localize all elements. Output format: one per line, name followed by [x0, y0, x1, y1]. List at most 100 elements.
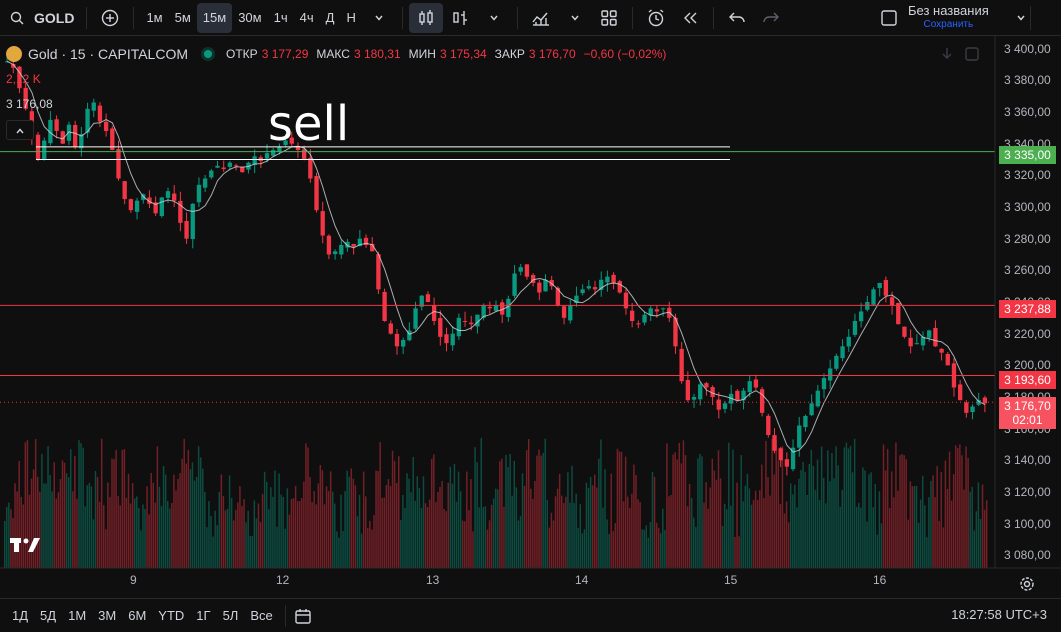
range-3m[interactable]: 3М: [98, 608, 117, 623]
settings-gear-icon[interactable]: [1018, 575, 1036, 593]
interval-1m[interactable]: 1м: [146, 10, 163, 25]
volume-bar: [383, 497, 386, 568]
volume-bar: [789, 483, 792, 568]
volume-bar: [876, 534, 879, 568]
volume-bar: [193, 480, 196, 568]
volume-bar: [548, 527, 551, 568]
candle-body: [803, 416, 808, 428]
volume-bar: [127, 473, 130, 568]
volume-bar: [610, 473, 612, 568]
clock-timezone[interactable]: 18:27:58 UTC+3: [951, 607, 1047, 622]
symbol-search-button[interactable]: GOLD: [0, 3, 80, 33]
volume-bar: [554, 496, 557, 568]
volume-bar: [631, 493, 633, 568]
collapse-legend-button[interactable]: [6, 120, 34, 140]
indicators-button[interactable]: [524, 3, 558, 33]
volume-bar: [645, 525, 648, 568]
volume-bar: [915, 486, 918, 568]
save-link[interactable]: Сохранить: [923, 19, 974, 30]
volume-bar: [602, 507, 604, 568]
volume-bar: [952, 474, 955, 568]
volume-bar: [746, 473, 749, 568]
volume-bar: [45, 483, 47, 568]
market-status-icon[interactable]: [204, 50, 213, 58]
time-label: 16: [873, 573, 887, 587]
interval-5m[interactable]: 5м: [174, 10, 191, 25]
volume-bar: [901, 454, 903, 568]
interval-30m[interactable]: 30м: [238, 10, 262, 25]
interval-week[interactable]: Н: [346, 10, 356, 25]
volume-bar: [455, 501, 458, 568]
volume-bar: [43, 483, 45, 568]
chart-type-dropdown[interactable]: [477, 3, 511, 33]
range-5y[interactable]: 5Л: [222, 608, 239, 623]
maximize-pane-icon[interactable]: [964, 46, 980, 65]
volume-bar: [47, 446, 49, 568]
interval-4h[interactable]: 4ч: [299, 10, 314, 25]
volume-bar: [895, 442, 897, 568]
sell-annotation[interactable]: sell: [268, 96, 350, 152]
range-all[interactable]: Все: [250, 608, 273, 623]
candle-body: [747, 381, 752, 392]
volume-bar: [919, 499, 922, 568]
range-6m[interactable]: 6М: [128, 608, 147, 623]
volume-bar: [862, 467, 864, 568]
range-5d[interactable]: 5Д: [40, 608, 57, 623]
range-ytd[interactable]: YTD: [158, 608, 185, 623]
layout-dropdown[interactable]: [1004, 3, 1038, 33]
bar-type-button[interactable]: [443, 3, 477, 33]
candles-type-button[interactable]: [408, 2, 443, 33]
volume-bar: [470, 479, 472, 568]
templates-button[interactable]: [592, 3, 626, 33]
layout-checkbox[interactable]: [872, 3, 906, 33]
interval-15m[interactable]: 15м: [196, 2, 233, 33]
indicators-dropdown[interactable]: [558, 3, 592, 33]
range-1y[interactable]: 1Г: [196, 608, 211, 623]
compare-button[interactable]: [93, 3, 127, 33]
candle-body: [122, 181, 127, 200]
candle-body: [970, 406, 975, 413]
symbol-name: GOLD: [34, 9, 75, 26]
moving-average-line: [6, 60, 986, 453]
volume-bar: [983, 509, 986, 568]
volume-bar: [61, 460, 64, 568]
legend-title[interactable]: Gold · 15 · CAPITALCOM: [28, 46, 189, 62]
redo-button[interactable]: [754, 3, 788, 33]
undo-button[interactable]: [720, 3, 754, 33]
candle-body: [419, 295, 424, 307]
arrow-down-icon[interactable]: [940, 46, 954, 65]
interval-day[interactable]: Д: [325, 10, 335, 25]
layout-save-block[interactable]: Без названия Сохранить: [908, 4, 989, 32]
candle-body: [933, 327, 938, 347]
volume-bar: [119, 505, 121, 568]
volume-bar: [263, 471, 266, 568]
tradingview-logo[interactable]: [10, 538, 40, 559]
volume-bar: [230, 498, 233, 568]
replay-button[interactable]: [673, 3, 707, 33]
interval-1h[interactable]: 1ч: [273, 10, 288, 25]
volume-bar: [540, 455, 542, 568]
price-chart[interactable]: [0, 36, 1061, 598]
volume-bar: [466, 471, 468, 568]
candle-body: [450, 333, 455, 346]
volume-bar: [598, 458, 600, 568]
volume-bar: [360, 533, 363, 568]
alert-button[interactable]: [639, 3, 673, 33]
volume-bar: [175, 490, 177, 568]
volume-bar: [59, 479, 62, 568]
volume-bar: [133, 498, 136, 568]
interval-dropdown[interactable]: [362, 3, 396, 33]
volume-bar: [860, 507, 862, 568]
top-toolbar: GOLD 1м 5м 15м 30м 1ч 4ч Д Н: [0, 0, 1061, 36]
volume-bar: [736, 482, 738, 568]
volume-bar: [913, 486, 916, 568]
volume-bar: [905, 459, 907, 568]
range-1d[interactable]: 1Д: [12, 608, 29, 623]
range-1m[interactable]: 1М: [68, 608, 87, 623]
volume-bar: [882, 444, 885, 568]
volume-bar: [624, 456, 627, 568]
volume-bar: [653, 476, 656, 568]
calendar-goto-icon[interactable]: [292, 605, 314, 627]
volume-bar: [864, 470, 866, 568]
candle-body: [778, 448, 783, 461]
